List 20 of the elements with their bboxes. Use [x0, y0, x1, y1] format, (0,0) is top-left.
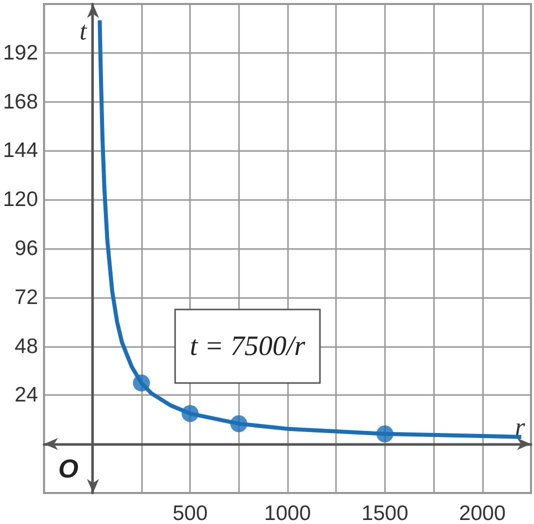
point [132, 374, 150, 392]
x-tick-label: 1000 [264, 502, 311, 524]
y-tick-label: 168 [2, 90, 38, 114]
point [230, 415, 248, 432]
annotation: O [58, 454, 79, 484]
x-axis-title: r [514, 412, 526, 442]
x-tick-label: 1500 [362, 502, 408, 524]
y-axis-title: t [80, 16, 88, 46]
point [376, 425, 394, 442]
y-tick-label: 120 [2, 188, 38, 212]
y-tick-label: 144 [2, 139, 38, 162]
y-tick-label: 72 [14, 286, 38, 309]
x-tick-label: 500 [172, 502, 208, 524]
y-tick-label: 48 [14, 334, 38, 358]
y-tick-label: 192 [2, 41, 38, 64]
y-tick-label: 96 [14, 237, 38, 260]
annotation: t = 7500/r [190, 330, 306, 362]
y-tick-label: 24 [14, 384, 38, 407]
point [182, 405, 199, 422]
x-tick-label: 2000 [458, 502, 506, 524]
